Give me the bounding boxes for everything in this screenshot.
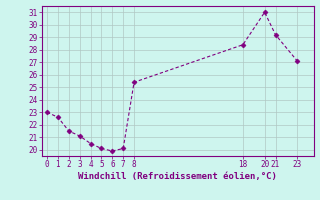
X-axis label: Windchill (Refroidissement éolien,°C): Windchill (Refroidissement éolien,°C) — [78, 172, 277, 181]
